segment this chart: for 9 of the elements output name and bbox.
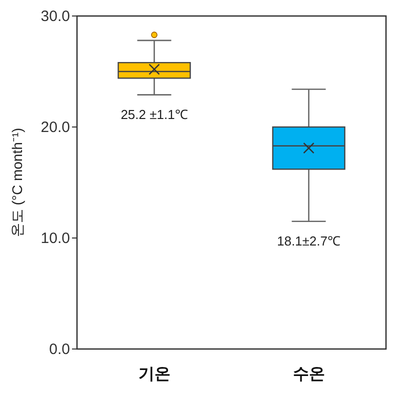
annotation: 25.2 ±1.1℃ xyxy=(120,106,188,122)
x-tick-label: 기온 xyxy=(138,366,170,383)
y-axis-title: 온도 (°C month⁻¹) xyxy=(9,128,25,238)
y-tick-label: 10.0 xyxy=(40,230,70,247)
y-tick-label: 30.0 xyxy=(40,8,70,25)
y-tick-label: 20.0 xyxy=(40,119,70,136)
y-tick-label: 0.0 xyxy=(49,341,70,358)
annotation: 18.1±2.7℃ xyxy=(276,233,341,248)
x-tick-label: 수온 xyxy=(292,366,325,383)
